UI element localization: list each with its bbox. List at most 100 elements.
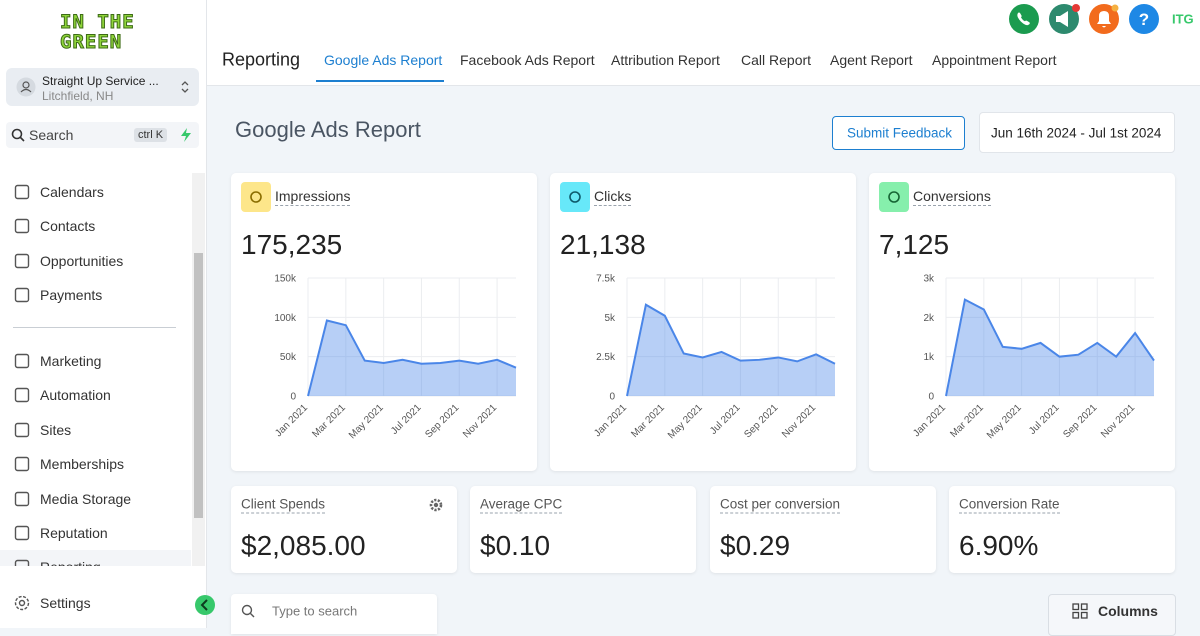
table-search[interactable]: Type to search <box>231 594 437 634</box>
x-tick-label: Nov 2021 <box>1099 402 1137 440</box>
help-button[interactable]: ? <box>1129 4 1159 34</box>
card-label: Conversions <box>913 188 991 206</box>
y-tick-label: 50k <box>280 352 297 363</box>
y-tick-label: 7.5k <box>596 274 616 285</box>
nav-item[interactable]: Automation <box>40 387 111 404</box>
card-icon-bg <box>879 182 909 212</box>
card-icon-bg <box>241 182 271 212</box>
chevron-icon <box>181 81 189 93</box>
y-tick-label: 0 <box>609 392 615 403</box>
nav-item[interactable]: Contacts <box>40 218 96 235</box>
nav-icon-shape <box>14 353 30 369</box>
announce-button[interactable] <box>1049 4 1080 34</box>
nav-item[interactable]: Sites <box>40 421 72 438</box>
y-tick-label: 0 <box>290 392 296 403</box>
nav-icon <box>14 253 30 268</box>
nav-item[interactable]: Calendars <box>40 184 104 200</box>
metric-card: Cost per conversion $0.29 <box>710 486 936 573</box>
notification-button[interactable] <box>1089 4 1119 34</box>
nav-icon-shape <box>14 491 30 506</box>
x-tick-label: May 2021 <box>666 402 705 441</box>
search-icon <box>11 128 25 142</box>
feedback-label: Submit Feedback <box>847 125 953 141</box>
x-tick-label: Jul 2021 <box>1027 402 1062 437</box>
nav-item[interactable]: Reputation <box>40 525 108 541</box>
card-label: Clicks <box>594 188 632 206</box>
card-total: 175,235 <box>241 229 343 260</box>
x-tick-label: Jan 2021 <box>273 402 310 439</box>
metric-value: 6.90% <box>959 530 1039 561</box>
search-icon <box>241 604 255 618</box>
logo-line: IN THE <box>60 11 135 33</box>
settings-icon <box>14 595 30 611</box>
date-range[interactable]: Jun 16th 2024 - Jul 1st 2024 <box>979 112 1175 153</box>
nav-icon <box>14 525 30 541</box>
nav-item[interactable]: Memberships <box>40 456 125 473</box>
nav-icon <box>14 491 30 506</box>
columns-button[interactable]: Columns <box>1048 594 1176 636</box>
page-title: Google Ads Report <box>235 117 421 142</box>
phone-button[interactable] <box>1009 4 1039 34</box>
collapse-button[interactable] <box>195 595 215 615</box>
metric-value: $2,085.00 <box>241 530 366 561</box>
metric-label: Average CPC <box>480 496 563 514</box>
metric-card: Conversion Rate 6.90% <box>949 486 1175 573</box>
account-switcher[interactable]: Straight Up Service ... Litchfield, NH <box>6 68 199 106</box>
columns-icon <box>1072 603 1088 619</box>
account-name: Straight Up Service ... <box>42 74 159 88</box>
chart-card: Impressions 175,235 0 50k 100k 150k Jan 2021 Ma… <box>231 173 537 471</box>
x-tick-label: Nov 2021 <box>780 402 818 440</box>
card-icon <box>241 182 271 212</box>
search-box[interactable]: Search ctrl K <box>6 122 199 148</box>
x-tick-label: Mar 2021 <box>310 402 348 440</box>
nav-item[interactable]: Settings <box>40 595 91 611</box>
area <box>946 299 1154 396</box>
date-range-label: Jun 16th 2024 - Jul 1st 2024 <box>991 125 1162 141</box>
tab[interactable]: Attribution Report <box>611 52 720 68</box>
nav-icon <box>14 353 30 369</box>
scrollbar <box>192 173 205 566</box>
collapse-icon <box>200 599 208 611</box>
scrollbar-thumb[interactable] <box>194 253 203 518</box>
chart-card: Conversions 7,125 0 1k 2k 3k Jan 2021 Mar 2021 M… <box>869 173 1175 471</box>
x-tick-label: Jan 2021 <box>592 402 629 439</box>
y-tick-label: 2.5k <box>596 352 616 363</box>
scroll-mask <box>0 566 206 584</box>
nav-item[interactable]: Opportunities <box>40 252 124 269</box>
x-tick-label: Nov 2021 <box>461 402 499 440</box>
brand: ITG <box>1172 11 1194 27</box>
tab[interactable]: Call Report <box>741 52 812 68</box>
line <box>945 298 1155 397</box>
nav-item[interactable]: Media Storage <box>40 490 132 507</box>
x-tick-label: Jan 2021 <box>911 402 948 439</box>
tab[interactable]: Google Ads Report <box>324 52 443 68</box>
tab[interactable]: Agent Report <box>830 52 913 68</box>
svg-text:?: ? <box>1139 10 1149 29</box>
nav-item[interactable]: Marketing <box>40 353 102 369</box>
columns-label: Columns <box>1098 603 1158 619</box>
card-total: 21,138 <box>560 229 646 260</box>
y-tick-label: 150k <box>274 274 297 285</box>
logo: IN THE GREEN <box>60 11 135 53</box>
card-total: 7,125 <box>879 229 950 260</box>
chart-card: Clicks 21,138 0 2.5k 5k 7.5k Jan 2021 Mar 2021 M… <box>550 173 856 471</box>
x-tick-label: Sep 2021 <box>1061 402 1099 440</box>
tab[interactable]: Appointment Report <box>932 52 1057 68</box>
y-tick-label: 3k <box>923 274 935 285</box>
card-icon-bg <box>560 182 590 212</box>
nav-icon-shape <box>14 253 30 268</box>
gear-icon[interactable] <box>429 498 443 512</box>
area <box>308 320 516 396</box>
x-tick-label: Jul 2021 <box>708 402 743 437</box>
feedback-button[interactable]: Submit Feedback <box>832 116 965 150</box>
nav-icon-shape <box>14 287 30 303</box>
nav-item[interactable]: Payments <box>40 287 103 304</box>
nav-icon <box>14 422 30 437</box>
tab[interactable]: Facebook Ads Report <box>460 52 595 68</box>
y-tick-label: 1k <box>923 352 935 363</box>
x-tick-label: Mar 2021 <box>948 402 986 440</box>
y-tick-label: 2k <box>923 313 935 324</box>
